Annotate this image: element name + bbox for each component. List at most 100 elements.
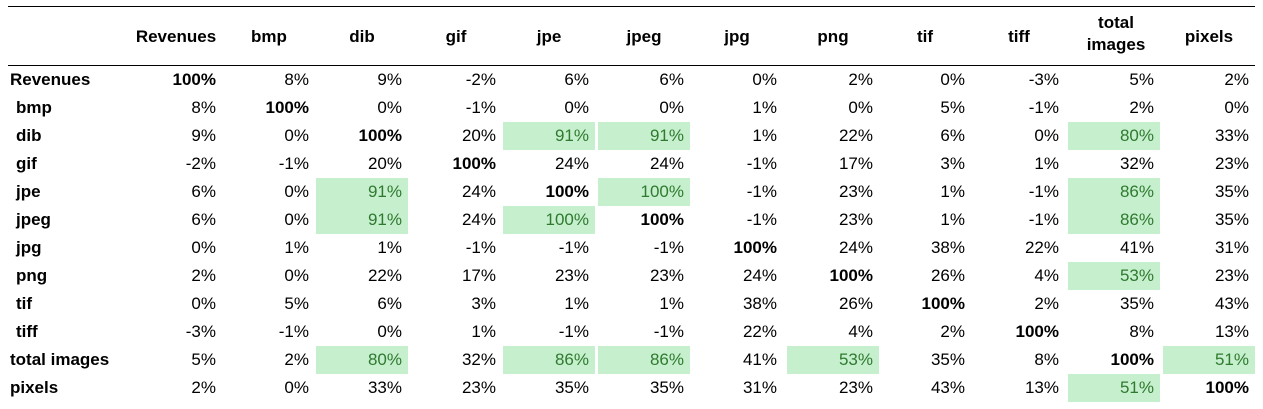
cell-dib-gif: 20%: [461, 126, 496, 145]
cell-dib-pixels: 33%: [1214, 126, 1249, 145]
cell-tif-total-images: 35%: [1119, 294, 1154, 313]
cell-dib-png: 22%: [838, 126, 873, 145]
cell-pixels-dib: 33%: [367, 378, 402, 397]
table-header-rule: [8, 65, 1255, 66]
cell-jpeg-jpeg: 100%: [640, 210, 684, 229]
cell-revenues-jpeg: 6%: [659, 70, 684, 89]
cell-dib-bmp: 0%: [284, 126, 309, 145]
cell-tiff-jpg: 22%: [742, 322, 777, 341]
cell-jpe-tif: 1%: [940, 182, 965, 201]
cell-jpeg-total-images: 86%: [1068, 206, 1160, 234]
cell-tiff-gif: 1%: [471, 322, 496, 341]
cell-png-revenues: 2%: [191, 266, 216, 285]
cell-pixels-pixels: 100%: [1205, 378, 1249, 397]
cell-jpg-jpeg: -1%: [653, 238, 684, 257]
cell-revenues-gif: -2%: [465, 70, 496, 89]
cell-jpeg-jpe: 100%: [503, 206, 595, 234]
cell-total-images-png: 53%: [787, 346, 879, 374]
cell-jpg-jpg: 100%: [733, 238, 777, 257]
cell-jpg-pixels: 31%: [1214, 238, 1249, 257]
cell-jpeg-png: 23%: [838, 210, 873, 229]
column-header-tiff: tiff: [1008, 27, 1030, 46]
cell-tiff-dib: 0%: [377, 322, 402, 341]
cell-gif-jpeg: 24%: [649, 154, 684, 173]
cell-jpg-tiff: 22%: [1024, 238, 1059, 257]
cell-png-jpg: 24%: [742, 266, 777, 285]
cell-jpe-dib: 91%: [316, 178, 408, 206]
cell-pixels-jpg: 31%: [742, 378, 777, 397]
column-header-revenues: Revenues: [135, 27, 217, 46]
cell-tiff-jpe: -1%: [558, 322, 589, 341]
column-header-total-images: total images: [1086, 13, 1146, 54]
cell-jpe-png: 23%: [838, 182, 873, 201]
cell-tiff-total-images: 8%: [1129, 322, 1154, 341]
cell-gif-revenues: -2%: [185, 154, 216, 173]
cell-total-images-revenues: 5%: [191, 350, 216, 369]
cell-jpe-jpg: -1%: [746, 182, 777, 201]
cell-bmp-total-images: 2%: [1129, 98, 1154, 117]
cell-jpe-bmp: 0%: [284, 182, 309, 201]
cell-gif-pixels: 23%: [1214, 154, 1249, 173]
cell-bmp-revenues: 8%: [191, 98, 216, 117]
cell-jpe-tiff: -1%: [1028, 182, 1059, 201]
table-top-rule: [8, 6, 1255, 7]
cell-tif-bmp: 5%: [284, 294, 309, 313]
cell-jpeg-bmp: 0%: [284, 210, 309, 229]
column-header-bmp: bmp: [251, 27, 287, 46]
cell-dib-jpg: 1%: [752, 126, 777, 145]
column-header-jpeg: jpeg: [626, 27, 662, 46]
cell-gif-jpg: -1%: [746, 154, 777, 173]
cell-total-images-jpeg: 86%: [598, 346, 690, 374]
cell-jpe-pixels: 35%: [1214, 182, 1249, 201]
cell-png-jpe: 23%: [554, 266, 589, 285]
cell-jpe-total-images: 86%: [1068, 178, 1160, 206]
cell-png-total-images: 53%: [1068, 262, 1160, 290]
row-label-pixels: pixels: [10, 378, 59, 397]
cell-jpg-dib: 1%: [377, 238, 402, 257]
column-header-jpg: jpg: [724, 27, 750, 46]
cell-jpg-total-images: 41%: [1119, 238, 1154, 257]
cell-jpe-jpeg: 100%: [598, 178, 690, 206]
cell-bmp-jpeg: 0%: [659, 98, 684, 117]
cell-dib-total-images: 80%: [1068, 122, 1160, 150]
cell-jpe-revenues: 6%: [191, 182, 216, 201]
column-header-dib: dib: [349, 27, 375, 46]
cell-jpeg-pixels: 35%: [1214, 210, 1249, 229]
row-label-jpe: jpe: [16, 182, 41, 201]
cell-revenues-bmp: 8%: [284, 70, 309, 89]
cell-total-images-tiff: 8%: [1034, 350, 1059, 369]
cell-png-pixels: 23%: [1214, 266, 1249, 285]
cell-pixels-jpe: 35%: [554, 378, 589, 397]
cell-jpg-revenues: 0%: [191, 238, 216, 257]
cell-png-tiff: 4%: [1034, 266, 1059, 285]
cell-gif-gif: 100%: [452, 154, 496, 173]
cell-total-images-pixels: 51%: [1163, 346, 1255, 374]
cell-tiff-png: 4%: [848, 322, 873, 341]
cell-tiff-tiff: 100%: [1015, 322, 1059, 341]
cell-pixels-total-images: 51%: [1068, 374, 1160, 402]
cell-png-dib: 22%: [367, 266, 402, 285]
row-label-jpeg: jpeg: [16, 210, 51, 229]
cell-total-images-tif: 35%: [930, 350, 965, 369]
column-header-png: png: [817, 27, 849, 46]
cell-jpg-png: 24%: [838, 238, 873, 257]
cell-tif-tiff: 2%: [1034, 294, 1059, 313]
cell-tif-jpg: 38%: [742, 294, 777, 313]
cell-revenues-tiff: -3%: [1028, 70, 1059, 89]
cell-tif-dib: 6%: [377, 294, 402, 313]
cell-tiff-revenues: -3%: [185, 322, 216, 341]
cell-dib-jpeg: 91%: [598, 122, 690, 150]
cell-tif-png: 26%: [838, 294, 873, 313]
cell-tiff-bmp: -1%: [278, 322, 309, 341]
cell-jpeg-tif: 1%: [940, 210, 965, 229]
cell-dib-revenues: 9%: [191, 126, 216, 145]
row-label-tiff: tiff: [16, 322, 38, 341]
cell-png-gif: 17%: [461, 266, 496, 285]
cell-pixels-revenues: 2%: [191, 378, 216, 397]
cell-pixels-gif: 23%: [461, 378, 496, 397]
cell-tiff-tif: 2%: [940, 322, 965, 341]
cell-jpg-jpe: -1%: [558, 238, 589, 257]
cell-jpeg-revenues: 6%: [191, 210, 216, 229]
cell-tif-tif: 100%: [921, 294, 965, 313]
